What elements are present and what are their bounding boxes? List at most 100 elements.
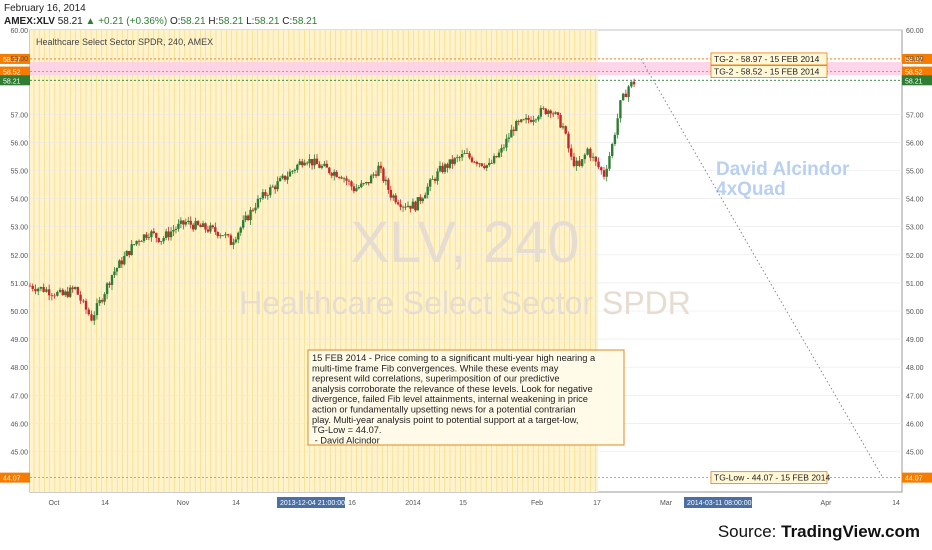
candle-body	[132, 244, 136, 245]
candle-body	[157, 237, 160, 243]
candle-body	[303, 162, 306, 166]
time-tick-label: Oct	[49, 500, 60, 507]
candle-body	[283, 175, 287, 180]
candle-body	[278, 178, 282, 182]
candle-body	[93, 315, 96, 321]
price-tick-label: 45.00	[906, 450, 924, 457]
candle-body	[392, 195, 395, 198]
candle-body	[468, 153, 471, 158]
level-label-box	[710, 471, 828, 485]
author-name: David Alcindor	[716, 159, 850, 180]
candle-body	[125, 250, 128, 257]
candle-body	[160, 241, 163, 243]
candle-body	[288, 171, 292, 177]
candle-body	[301, 161, 304, 166]
price-tick-label: 50.00	[906, 309, 924, 316]
candle-body	[519, 119, 523, 122]
candle-body	[66, 291, 69, 297]
candle-body	[169, 231, 173, 238]
candle-body	[572, 156, 576, 167]
price-tick-label: 46.00	[906, 421, 924, 428]
price-tick-label: 52.00	[906, 253, 924, 260]
price-tick-label: 48.00	[906, 365, 924, 372]
candle-body	[229, 235, 233, 245]
candle-body	[189, 220, 192, 225]
time-highlight-bg	[684, 497, 752, 508]
time-tick-label: 14	[232, 500, 240, 507]
candle-body	[226, 234, 230, 236]
candle-body	[608, 155, 611, 169]
candle-body	[87, 309, 90, 315]
candle-body	[219, 235, 222, 237]
price-tick-label: 55.00	[906, 169, 924, 176]
candle-body	[201, 223, 205, 227]
level-price-tag-bg	[0, 75, 30, 86]
price-tick-label: 57.00	[906, 112, 924, 119]
price-tick-label: 52.00	[10, 253, 28, 260]
level-label-box	[710, 65, 828, 78]
candle-body	[256, 198, 260, 208]
candle-body	[497, 152, 501, 158]
candle-body	[320, 165, 324, 168]
candle-body	[374, 174, 378, 176]
candle-body	[179, 220, 183, 224]
candle-body	[118, 260, 121, 269]
candle-body	[34, 288, 37, 292]
time-tick-label: 17	[593, 500, 601, 507]
candle-body	[266, 195, 269, 197]
candle-body	[357, 187, 361, 189]
candle-body	[315, 158, 319, 165]
candle-body	[79, 294, 82, 301]
symbol-label[interactable]: AMEX:XLV	[4, 16, 55, 27]
time-tick-label: Mar	[660, 500, 673, 507]
candle-body	[451, 159, 454, 164]
candle-body	[515, 121, 518, 131]
candle-body	[446, 164, 449, 168]
candle-body	[591, 156, 595, 158]
candle-body	[586, 148, 589, 155]
price-tick-label: 60.00	[10, 28, 28, 35]
level-price-tag-bg	[902, 75, 932, 86]
candle-body	[254, 207, 257, 211]
candle-body	[578, 160, 581, 166]
price-tick-label: 45.00	[10, 450, 28, 457]
candle-body	[583, 154, 587, 160]
price-change: ▲ +0.21 (+0.36%)	[85, 16, 168, 27]
candle-body	[291, 170, 294, 172]
candle-body	[510, 129, 513, 138]
price-tick-label: 49.00	[10, 337, 28, 344]
time-highlight-label: 2014-03-11 08:00:00	[687, 500, 752, 507]
candle-body	[619, 100, 622, 119]
time-tick-label: 14	[101, 500, 109, 507]
price-tick-label: 59.00	[10, 56, 28, 63]
level-price-tag: 58.52	[905, 70, 923, 77]
candle-body	[271, 186, 274, 188]
note-line: 15 FEB 2014 - Price coming to a signific…	[312, 353, 596, 363]
level-label-box	[710, 52, 828, 66]
candle-body	[177, 223, 180, 229]
note-line: multi-time frame Fib convergences. While…	[312, 363, 559, 373]
candle-body	[214, 227, 217, 233]
candle-body	[404, 206, 407, 208]
price-axis[interactable]: 60.00 60.00 59.00 59.00 57.00 57.00 56.00 56.00…	[10, 28, 923, 457]
candle-body	[436, 171, 439, 181]
source-brand[interactable]: TradingView.com	[781, 522, 920, 541]
candle-body	[325, 163, 329, 168]
low-label: L:	[246, 16, 255, 27]
candle-body	[492, 156, 496, 164]
candle-body	[567, 133, 570, 149]
analysis-note[interactable]: 15 FEB 2014 - Price coming to a signific…	[307, 349, 625, 446]
price-tick-label: 59.00	[906, 56, 924, 63]
candle-body	[103, 294, 106, 302]
candle-body	[113, 271, 116, 276]
candle-body	[42, 286, 45, 292]
candle-body	[448, 159, 452, 168]
price-tick-label: 51.00	[906, 281, 924, 288]
candle-body	[330, 173, 333, 176]
time-axis[interactable]: Oct 14 Nov 14 16 2014 15 Feb 17 Mar Apr 14 2013-12-0…	[49, 497, 900, 508]
level-label: TG-Low - 44.07 - 15 FEB 2014	[714, 473, 830, 483]
time-tick-label: 14	[892, 500, 900, 507]
note-line: TG-Low = 44.07.	[312, 425, 382, 435]
candle-body	[337, 177, 341, 178]
